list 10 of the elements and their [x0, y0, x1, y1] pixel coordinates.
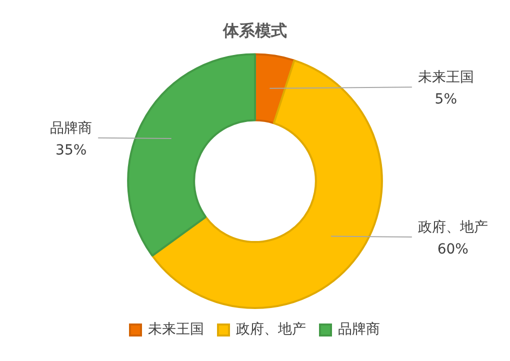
- slice-label: 未来王国: [418, 70, 474, 86]
- data-label: 35%: [56, 142, 87, 159]
- legend-label: 品牌商: [338, 322, 380, 338]
- legend-label: 未来王国: [148, 322, 204, 338]
- slice-label: 政府、地产: [418, 220, 488, 236]
- slice-label: 品牌商: [50, 120, 92, 137]
- data-label: 5%: [434, 92, 458, 108]
- chart-title: 体系模式: [222, 20, 287, 40]
- legend-label: 政府、地产: [236, 322, 306, 338]
- data-label: 60%: [437, 242, 468, 258]
